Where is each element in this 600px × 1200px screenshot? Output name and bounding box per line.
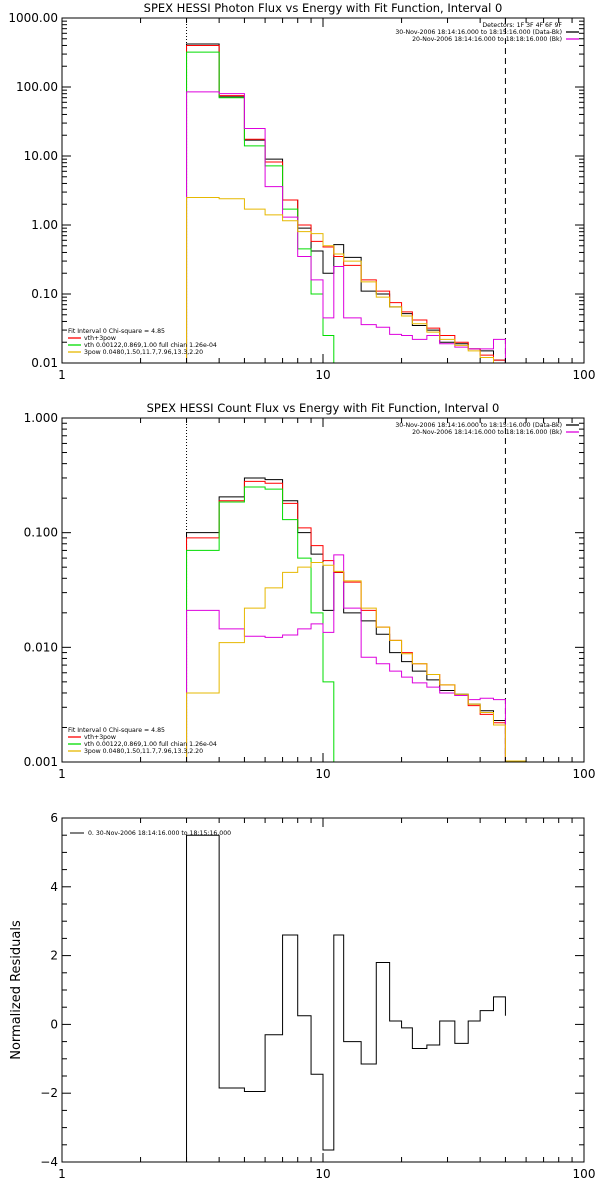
series-vth+3pow (186, 480, 506, 762)
info-left-line: 3pow 0.0480,1.50,11.7,7.96,13.3,2.20 (84, 748, 203, 755)
info-left-line: 3pow 0.0480,1.50,11.7,7.96,13.3,2.20 (84, 349, 203, 356)
x-tick-label: 100 (573, 368, 596, 382)
y-tick-label: 0 (50, 1017, 58, 1031)
chart-title: SPEX HESSI Count Flux vs Energy with Fit… (147, 401, 500, 415)
y-tick-label: 10.00 (24, 149, 58, 163)
x-tick-label: 1 (58, 1167, 66, 1181)
panel-1: SPEX HESSI Photon Flux vs Energy with Fi… (8, 1, 596, 382)
plot-area (186, 418, 527, 762)
info-left-line: vth 0.00122,0.869,1.00 full chian 1.26e-… (84, 342, 217, 349)
series-3pow (186, 197, 506, 363)
series-bk (186, 554, 506, 762)
series-vth+3pow (186, 44, 506, 363)
y-tick-label: −4 (40, 1155, 58, 1169)
series-vth (186, 51, 506, 363)
series-data (186, 43, 506, 363)
legend-text: 0. 30-Nov-2006 18:14:16.000 to 18:15:16.… (88, 830, 231, 837)
info-left-line: Fit Interval 0 Chi-square = 4.85 (68, 727, 165, 734)
series-data (186, 477, 506, 762)
info-right-line: 30-Nov-2006 18:14:16.000 to 18:15:16.000… (395, 29, 562, 36)
x-tick-label: 100 (573, 767, 596, 781)
x-tick-label: 10 (315, 368, 330, 382)
panel-2: SPEX HESSI Count Flux vs Energy with Fit… (24, 401, 596, 781)
series-vth (186, 486, 506, 762)
y-tick-label: 0.10 (31, 287, 58, 301)
y-axis-label: Normalized Residuals (9, 920, 24, 1060)
x-tick-label: 1 (58, 368, 66, 382)
x-tick-label: 100 (573, 1167, 596, 1181)
y-tick-label: 4 (50, 880, 58, 894)
y-tick-label: 1.00 (31, 218, 58, 232)
panel-3: 1 10 100 6 4 2 0 −2 −4 Normalized Residuals 0. 30-… (9, 811, 595, 1181)
y-tick-label: 0.100 (24, 526, 58, 540)
y-tick-label: 6 (50, 811, 58, 825)
y-tick-label: 1000.00 (8, 11, 58, 25)
info-left-line: vth+3pow (84, 734, 116, 741)
x-tick-label: 10 (315, 767, 330, 781)
y-tick-label: 0.010 (24, 640, 58, 654)
info-right-line: Detectors: 1F 3F 4F 6F 9F (482, 22, 562, 29)
plot-area (186, 834, 506, 1162)
y-tick-label: 0.01 (31, 356, 58, 370)
y-tick-label: 100.00 (16, 80, 58, 94)
y-tick-label: −2 (40, 1086, 58, 1100)
info-left-line: Fit Interval 0 Chi-square = 4.85 (68, 328, 165, 335)
info-right-line: 30-Nov-2006 18:14:16.000 to 18:15:16.000… (395, 422, 562, 429)
info-left-line: vth+3pow (84, 335, 116, 342)
plot-area (186, 18, 506, 363)
series-residuals (186, 834, 506, 1162)
info-right-line: 20-Nov-2006 18:14:16.000 to 18:18:16.000… (412, 429, 562, 436)
info-right-line: 20-Nov-2006 18:14:16.000 to 18:18:16.000… (412, 36, 562, 43)
chart-title: SPEX HESSI Photon Flux vs Energy with Fi… (144, 1, 503, 15)
series-bk (186, 91, 506, 363)
x-tick-label: 1 (58, 767, 66, 781)
series-3pow (186, 561, 506, 762)
y-tick-label: 0.001 (24, 755, 58, 769)
y-tick-label: 2 (50, 949, 58, 963)
x-tick-label: 10 (315, 1167, 330, 1181)
y-tick-label: 1.000 (24, 411, 58, 425)
info-left-line: vth 0.00122,0.869,1.00 full chian 1.26e-… (84, 741, 217, 748)
